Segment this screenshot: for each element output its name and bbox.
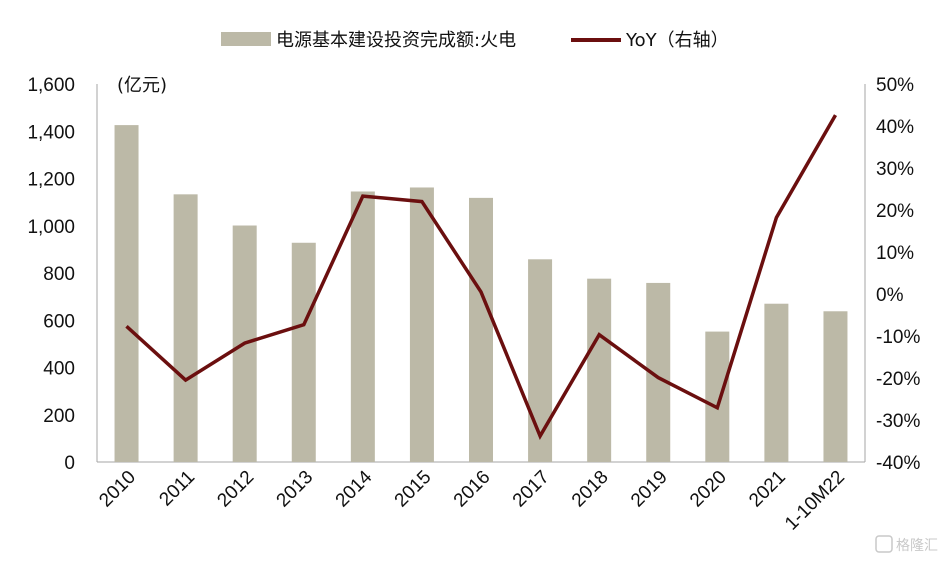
x-tick-label: 2011	[155, 467, 199, 511]
left-axis-unit: (亿元)	[117, 75, 167, 96]
left-tick-label: 0	[64, 453, 75, 474]
right-tick-label: -10%	[876, 327, 920, 348]
right-tick-label: 30%	[876, 159, 914, 180]
bar	[528, 259, 553, 462]
right-tick-label: 40%	[876, 117, 914, 138]
x-tick-label: 2018	[568, 467, 613, 512]
x-tick-label: 2017	[509, 467, 554, 512]
right-tick-label: 20%	[876, 201, 914, 222]
legend: 电源基本建设投资完成额:火电 YoY（右轴）	[221, 30, 729, 51]
right-tick-label: 10%	[876, 243, 914, 264]
right-tick-label: -40%	[876, 453, 920, 474]
right-tick-label: -30%	[876, 411, 920, 432]
right-tick-label: 0%	[876, 285, 904, 306]
x-tick-label: 2016	[450, 467, 495, 512]
left-tick-label: 800	[43, 264, 75, 285]
right-axis-ticks: -40% -30% -20% -10% 0% 10% 20% 30% 40% 50%	[876, 75, 920, 474]
x-axis-ticks: 2010 2011 2012 2013 2014 2015 2016 2017 2018 2019…	[95, 466, 849, 534]
bar	[705, 331, 730, 462]
line-series	[125, 114, 838, 440]
watermark: 格隆汇	[875, 535, 938, 554]
left-axis-ticks: 0 200 400 600 800 1,000 1,200 1,400 1,600	[27, 75, 75, 474]
x-tick-label: 2012	[213, 467, 258, 512]
left-tick-label: 1,600	[27, 75, 75, 96]
bar	[764, 303, 789, 462]
x-tick-label: 2013	[273, 467, 318, 512]
watermark-text: 格隆汇	[896, 538, 938, 554]
legend-bar-swatch	[221, 32, 271, 46]
left-tick-label: 1,000	[27, 217, 75, 238]
left-tick-label: 1,200	[27, 170, 75, 191]
bar	[173, 194, 198, 463]
left-tick-label: 200	[43, 406, 75, 427]
x-tick-label: 2014	[332, 466, 377, 511]
bar	[409, 187, 434, 463]
bar	[823, 311, 848, 462]
left-tick-label: 400	[43, 359, 75, 380]
right-tick-label: 50%	[876, 75, 914, 96]
bar	[587, 278, 612, 462]
bar	[114, 125, 139, 463]
x-tick-label: 2015	[391, 467, 436, 512]
legend-bar-label: 电源基本建设投资完成额:火电	[276, 30, 516, 51]
left-tick-label: 600	[43, 311, 75, 332]
bar	[350, 191, 375, 462]
x-tick-label: 2010	[95, 467, 140, 512]
right-tick-label: -20%	[876, 369, 920, 390]
bar	[291, 242, 316, 462]
legend-line-label: YoY（右轴）	[625, 30, 729, 51]
left-tick-label: 1,400	[27, 122, 75, 143]
x-tick-label: 1-10M22	[781, 467, 849, 535]
x-tick-label: 2019	[627, 467, 672, 512]
watermark-logo-icon	[875, 535, 893, 553]
x-tick-label: 2020	[686, 467, 731, 512]
bar	[469, 197, 493, 462]
bar-series	[114, 125, 848, 463]
x-tick-label: 2021	[745, 467, 790, 512]
